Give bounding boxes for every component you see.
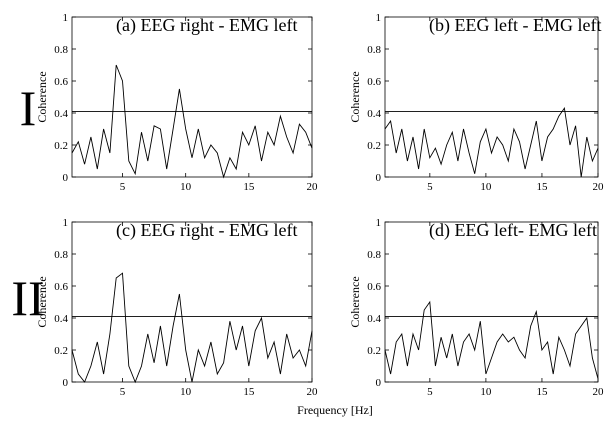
- y-tick-label: 0.6: [367, 76, 381, 88]
- row-label: I: [20, 80, 37, 136]
- row-label: II: [11, 270, 44, 326]
- y-tick-label: 1: [376, 217, 382, 229]
- x-tick-label: 10: [180, 386, 192, 398]
- axes-frame: [384, 16, 599, 178]
- axes-frame: [384, 221, 599, 383]
- axes-frame: [71, 221, 313, 383]
- y-tick-label: 0.2: [367, 140, 381, 152]
- y-tick-label: 0.8: [54, 44, 68, 56]
- y-tick-label: 0.6: [367, 281, 381, 293]
- x-tick-label: 15: [243, 181, 255, 193]
- x-tick-label: 20: [593, 181, 605, 193]
- y-tick-label: 0.8: [367, 44, 381, 56]
- y-tick-label: 0.4: [367, 108, 381, 120]
- x-tick-label: 5: [427, 181, 433, 193]
- y-tick-label: 1: [63, 12, 69, 24]
- x-tick-label: 5: [427, 386, 433, 398]
- y-tick-label: 0.2: [367, 345, 381, 357]
- panel-title: (b) EEG left - EMG left: [429, 15, 601, 36]
- y-tick-label: 0: [63, 377, 69, 389]
- x-tick-label: 10: [480, 386, 492, 398]
- y-axis-label: Coherence: [35, 71, 49, 122]
- y-tick-label: 0.6: [54, 281, 68, 293]
- axes-frame: [71, 16, 313, 178]
- coherence-line: [384, 300, 599, 379]
- panel-title: (d) EEG left- EMG left: [429, 220, 597, 241]
- x-tick-label: 20: [307, 386, 319, 398]
- y-tick-label: 0.8: [54, 249, 68, 261]
- x-tick-label: 5: [120, 386, 126, 398]
- x-tick-label: 15: [536, 181, 548, 193]
- y-tick-label: 0.6: [54, 76, 68, 88]
- coherence-line: [71, 64, 313, 179]
- y-tick-label: 0.4: [54, 108, 68, 120]
- y-axis-label: Coherence: [348, 276, 362, 327]
- y-axis-label: Coherence: [35, 276, 49, 327]
- panel-title: (a) EEG right - EMG left: [116, 15, 297, 36]
- y-tick-label: 0: [63, 172, 69, 184]
- panel-title: (c) EEG right - EMG left: [116, 220, 297, 241]
- y-tick-label: 0.4: [367, 313, 381, 325]
- y-tick-label: 0.2: [54, 345, 68, 357]
- x-tick-label: 20: [593, 386, 605, 398]
- coherence-line: [384, 107, 599, 178]
- x-tick-label: 10: [180, 181, 192, 193]
- y-tick-label: 1: [376, 12, 382, 24]
- y-tick-label: 0.2: [54, 140, 68, 152]
- x-tick-label: 5: [120, 181, 126, 193]
- y-tick-label: 0.8: [367, 249, 381, 261]
- y-tick-label: 0.4: [54, 313, 68, 325]
- x-axis-label: Frequency [Hz]: [297, 403, 373, 417]
- y-tick-label: 0: [376, 377, 382, 389]
- x-tick-label: 10: [480, 181, 492, 193]
- y-tick-label: 0: [376, 172, 382, 184]
- x-tick-label: 15: [536, 386, 548, 398]
- coherence-line: [71, 272, 313, 384]
- y-tick-label: 1: [63, 217, 69, 229]
- x-tick-label: 20: [307, 181, 319, 193]
- y-axis-label: Coherence: [348, 71, 362, 122]
- x-tick-label: 15: [243, 386, 255, 398]
